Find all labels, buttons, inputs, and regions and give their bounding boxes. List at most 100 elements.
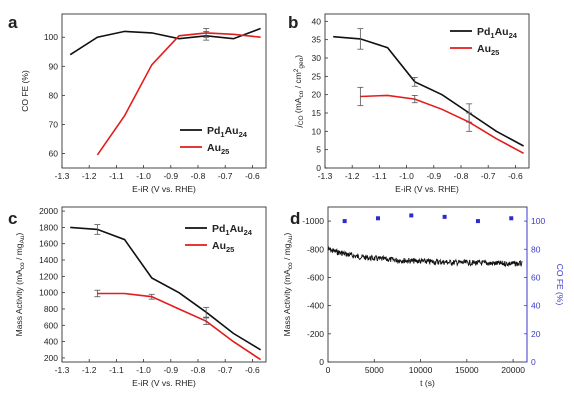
ylabel-part: ) [293,55,303,58]
ylabel-part: Au [19,235,26,243]
fe-point [475,219,480,224]
legend-mid: Au [230,223,244,235]
y-axis-label-b: jCO (mAco / cm2geo) [293,55,305,128]
x-tick-label: -1.2 [345,171,360,181]
y-left-tick-label: -1000 [302,216,324,226]
y-left-tick-label: -200 [307,329,324,339]
legend-main: Au [477,43,491,55]
y-right-tick-label: 80 [531,244,541,254]
ylabel-part: / cm [293,72,303,90]
x-tick-label: -0.8 [191,171,206,181]
x-tick-label: -1.2 [82,365,97,375]
fe-point [409,213,414,218]
x-tick-label: -0.9 [163,171,178,181]
y-tick-label: 1800 [39,222,58,232]
y-tick-label: 1600 [39,239,58,249]
x-tick-label: -1.1 [109,171,124,181]
ylabel-part: 2 [293,68,300,72]
y-tick-label: 200 [44,353,58,363]
x-tick-label: -1.1 [109,365,124,375]
legend-sub: 24 [509,31,518,40]
y-tick-label: 600 [44,320,58,330]
legend-entry-a-1: Au25 [207,142,229,156]
ylabel-part: / mg [14,243,24,262]
x-tick-label: 10000 [409,365,433,375]
panel-label-b: b [288,13,298,32]
legend-sub: 1 [490,31,494,40]
x-tick-label: -1.0 [399,171,414,181]
legend-mid: Au [495,26,509,38]
panel-label-d: d [290,209,300,228]
ylabel-part: geo [298,57,305,68]
x-axis-label-b: E-iR (V vs. RHE) [395,184,459,194]
fe-point [442,214,447,219]
y-tick-label: 30 [312,53,322,63]
y-tick-label: 25 [312,71,322,81]
x-tick-label: -0.7 [481,171,496,181]
x-axis-label-c: E-iR (V vs. RHE) [132,378,196,388]
x-tick-label: 20000 [501,365,525,375]
series-line-c-0 [70,226,262,351]
ylabel-part: co [19,262,26,269]
legend-entry-a-0: Pd1Au24 [207,125,248,139]
y-tick-label: 2000 [39,206,58,216]
activity-trace [327,246,523,268]
ylabel-part: / mg [282,243,292,262]
y-right-tick-label: 100 [531,216,545,226]
x-tick-label: 5000 [365,365,384,375]
x-tick-label: -1.1 [372,171,387,181]
x-tick-label: -0.9 [426,171,441,181]
legend-entry-b-0: Pd1Au24 [477,26,518,40]
y-tick-label: 90 [49,61,59,71]
y-axis-label-a: CO FE (%) [20,70,30,112]
legend-main: Pd [477,26,490,38]
legend-entry-c-0: Pd1Au24 [212,223,253,237]
x-tick-label: 15000 [455,365,479,375]
x-tick-label: -1.0 [136,365,151,375]
y-left-tick-label: 0 [319,357,324,367]
y-right-tick-label: 0 [531,357,536,367]
panel-label-c: c [8,209,17,228]
y-tick-label: 15 [312,108,322,118]
legend-main: Pd [207,125,220,137]
legend-mid: Au [225,125,239,137]
x-tick-label: -0.7 [218,171,233,181]
fe-point [375,216,380,221]
ylabel-part: (mA [293,97,303,115]
x-tick-label: -1.3 [55,365,70,375]
y-tick-label: 10 [312,126,322,136]
legend-entry-c-1: Au25 [212,240,234,254]
y-tick-label: 35 [312,35,322,45]
y-tick-label: 20 [312,90,322,100]
y-left-tick-label: -400 [307,301,324,311]
legend-sub: 25 [491,48,499,57]
x-axis-label-d: t (s) [420,378,435,388]
series-line-a-0 [69,27,261,56]
legend-sub: 1 [225,228,229,237]
y-tick-label: 5 [316,145,321,155]
y-tick-label: 800 [44,304,58,314]
legend-main: Pd [212,223,225,235]
y-tick-label: 0 [316,163,321,173]
y-left-tick-label: -800 [307,244,324,254]
y-tick-label: 1400 [39,255,58,265]
ylabel-part: ) [282,233,292,236]
x-tick-label: -0.9 [163,365,178,375]
x-tick-label: -1.3 [55,171,70,181]
fe-point [342,219,347,224]
legend-sub: 1 [220,130,224,139]
x-tick-label: -1.0 [136,171,151,181]
y-right-tick-label: 20 [531,329,541,339]
y-left-tick-label: -600 [307,272,324,282]
chart-panel-b: b -1.3 -1.2 -1.1 -1.0 -0.9 -0.8 -0.7 -0.6 E-iR (V… [288,13,530,194]
x-tick-label: -0.7 [218,365,233,375]
series-line-a-1 [96,32,261,156]
legend-sub: 24 [244,228,253,237]
ylabel-part: Au [287,235,294,243]
y-right-tick-label: 40 [531,301,541,311]
y-tick-label: 400 [44,337,58,347]
chart-panel-c: c -1.3 -1.2 -1.1 -1.0 -0.9 -0.8 -0.7 -0.6 E-iR (V… [8,206,267,388]
y-tick-label: 40 [312,16,322,26]
panel-label-a: a [8,13,18,32]
